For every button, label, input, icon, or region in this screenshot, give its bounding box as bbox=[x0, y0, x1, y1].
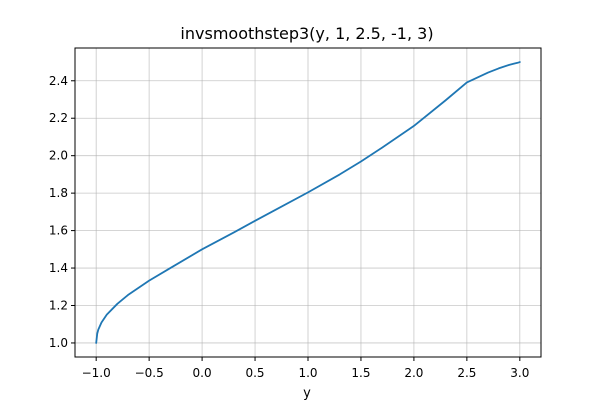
y-tick-label: 1.0 bbox=[49, 336, 68, 350]
y-tick-label: 1.4 bbox=[49, 261, 68, 275]
chart-title: invsmoothstep3(y, 1, 2.5, -1, 3) bbox=[180, 24, 433, 43]
x-tick-label: 2.0 bbox=[404, 366, 423, 380]
x-tick-label: 1.0 bbox=[298, 366, 317, 380]
x-tick-label: 3.0 bbox=[510, 366, 529, 380]
x-axis: −1.0 −0.5 0.0 0.5 1.0 1.5 2.0 2.5 3.0 bbox=[82, 357, 529, 380]
x-tick-label: −1.0 bbox=[82, 366, 111, 380]
y-tick-label: 2.4 bbox=[49, 74, 68, 88]
x-tick-label: 2.5 bbox=[457, 366, 476, 380]
grid-lines bbox=[75, 48, 541, 357]
y-tick-label: 2.2 bbox=[49, 111, 68, 125]
x-axis-label: y bbox=[303, 386, 311, 400]
x-tick-label: −0.5 bbox=[135, 366, 164, 380]
x-tick-label: 0.0 bbox=[193, 366, 212, 380]
series-line bbox=[95, 61, 521, 344]
y-tick-label: 1.8 bbox=[49, 186, 68, 200]
y-axis: 1.0 1.2 1.4 1.6 1.8 2.0 2.2 2.4 bbox=[49, 74, 75, 350]
y-tick-label: 1.2 bbox=[49, 299, 68, 313]
y-tick-label: 1.6 bbox=[49, 224, 68, 238]
x-tick-label: 0.5 bbox=[245, 366, 264, 380]
series-group bbox=[95, 61, 521, 344]
x-tick-label: 1.5 bbox=[351, 366, 370, 380]
y-tick-label: 2.0 bbox=[49, 149, 68, 163]
